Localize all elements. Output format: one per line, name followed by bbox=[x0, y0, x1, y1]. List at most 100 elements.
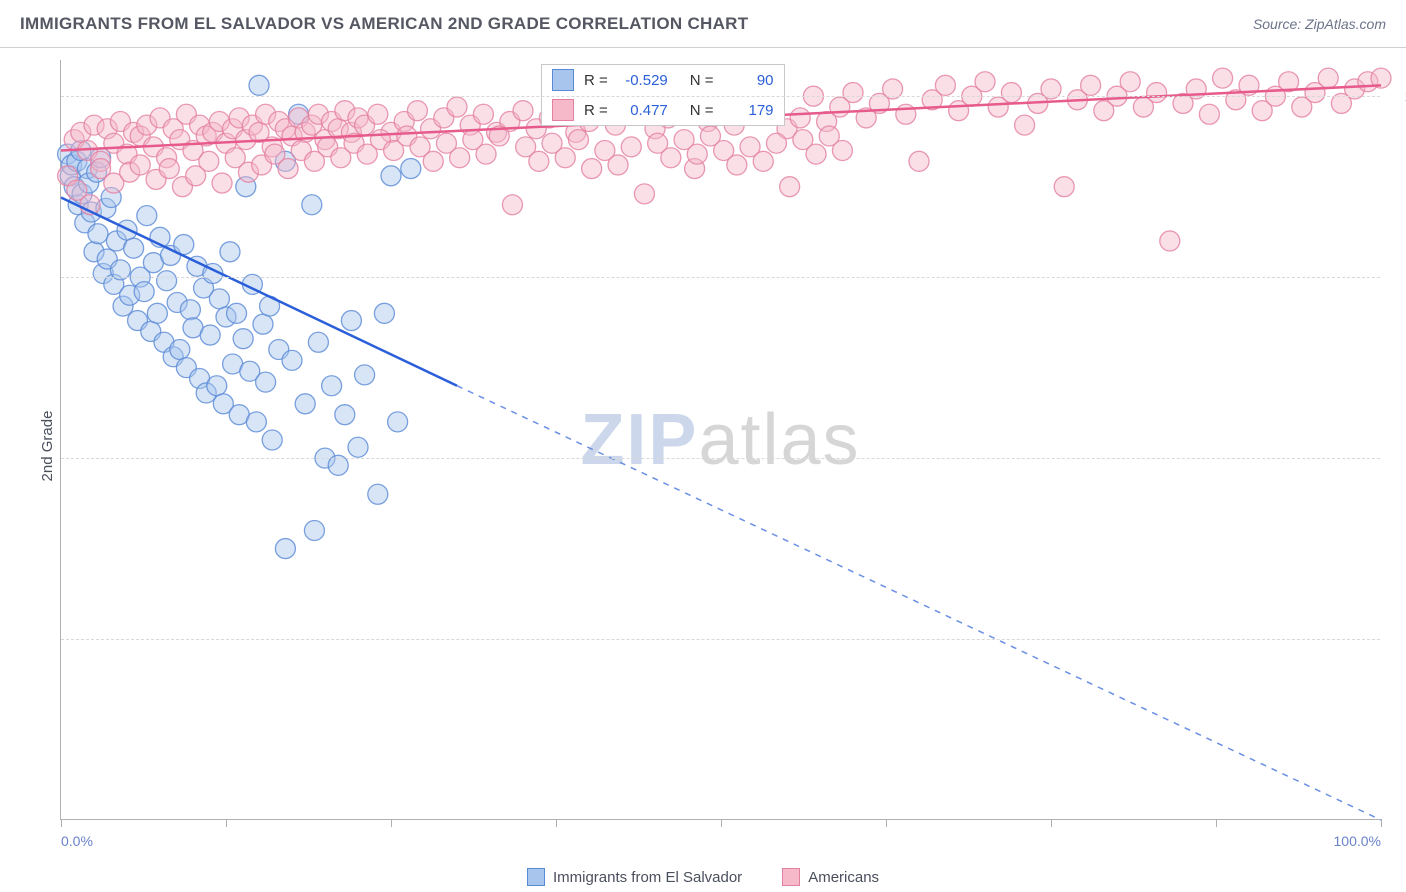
data-point bbox=[401, 159, 421, 179]
data-point bbox=[1054, 177, 1074, 197]
data-point bbox=[388, 412, 408, 432]
data-point bbox=[341, 311, 361, 331]
data-point bbox=[335, 405, 355, 425]
trend-line-dashed bbox=[457, 386, 1381, 820]
y-tick-label: 100.0% bbox=[1388, 88, 1406, 104]
stats-row: R =0.477N =179 bbox=[542, 95, 784, 125]
data-point bbox=[1199, 104, 1219, 124]
data-point bbox=[790, 108, 810, 128]
data-point bbox=[246, 412, 266, 432]
legend-swatch-icon bbox=[782, 868, 800, 886]
data-point bbox=[766, 133, 786, 153]
data-point bbox=[207, 376, 227, 396]
data-point bbox=[843, 83, 863, 103]
data-point bbox=[661, 148, 681, 168]
data-point bbox=[1160, 231, 1180, 251]
data-point bbox=[233, 329, 253, 349]
data-point bbox=[157, 271, 177, 291]
data-point bbox=[935, 75, 955, 95]
chart-source: Source: ZipAtlas.com bbox=[1253, 16, 1386, 32]
data-point bbox=[170, 340, 190, 360]
data-point bbox=[1147, 83, 1167, 103]
data-point bbox=[582, 159, 602, 179]
y-tick-label: 90.0% bbox=[1388, 450, 1406, 466]
legend-label: Immigrants from El Salvador bbox=[553, 869, 742, 886]
data-point bbox=[302, 195, 322, 215]
legend-label: Americans bbox=[808, 869, 879, 886]
data-point bbox=[304, 520, 324, 540]
legend-swatch-icon bbox=[527, 868, 545, 886]
data-point bbox=[212, 173, 232, 193]
gridline bbox=[61, 277, 1380, 278]
data-point bbox=[450, 148, 470, 168]
stats-n-label: N = bbox=[690, 72, 714, 89]
data-point bbox=[806, 144, 826, 164]
x-tick bbox=[61, 819, 62, 827]
x-tick bbox=[1051, 819, 1052, 827]
data-point bbox=[295, 394, 315, 414]
data-point bbox=[753, 151, 773, 171]
data-point bbox=[368, 484, 388, 504]
x-tick-label: 0.0% bbox=[61, 833, 93, 849]
stats-swatch-icon bbox=[552, 99, 574, 121]
data-point bbox=[282, 350, 302, 370]
data-point bbox=[1120, 72, 1140, 92]
data-point bbox=[1001, 83, 1021, 103]
gridline bbox=[61, 458, 1380, 459]
data-point bbox=[308, 332, 328, 352]
data-point bbox=[159, 159, 179, 179]
data-point bbox=[502, 195, 522, 215]
data-point bbox=[381, 166, 401, 186]
data-point bbox=[368, 104, 388, 124]
data-point bbox=[909, 151, 929, 171]
data-point bbox=[249, 75, 269, 95]
data-point bbox=[473, 104, 493, 124]
data-point bbox=[407, 101, 427, 121]
stats-r-label: R = bbox=[584, 72, 608, 89]
y-axis-label: 2nd Grade bbox=[39, 411, 56, 482]
data-point bbox=[262, 430, 282, 450]
data-point bbox=[1213, 68, 1233, 88]
chart-title: IMMIGRANTS FROM EL SALVADOR VS AMERICAN … bbox=[20, 14, 748, 34]
chart-svg bbox=[61, 60, 1381, 820]
data-point bbox=[476, 144, 496, 164]
stats-r-value: 0.477 bbox=[618, 102, 668, 119]
data-point bbox=[199, 151, 219, 171]
x-tick bbox=[556, 819, 557, 827]
data-point bbox=[256, 372, 276, 392]
data-point bbox=[137, 206, 157, 226]
x-tick-label: 100.0% bbox=[1334, 833, 1381, 849]
stats-n-label: N = bbox=[690, 102, 714, 119]
data-point bbox=[975, 72, 995, 92]
stats-n-value: 179 bbox=[724, 102, 774, 119]
data-point bbox=[227, 303, 247, 323]
plot-area: ZIPatlas R =-0.529N =90R =0.477N =179 85… bbox=[60, 60, 1380, 820]
data-point bbox=[780, 177, 800, 197]
x-tick bbox=[886, 819, 887, 827]
data-point bbox=[348, 437, 368, 457]
x-tick bbox=[1216, 819, 1217, 827]
data-point bbox=[130, 155, 150, 175]
data-point bbox=[278, 159, 298, 179]
data-point bbox=[322, 376, 342, 396]
data-point bbox=[727, 155, 747, 175]
x-tick bbox=[226, 819, 227, 827]
legend-item: Immigrants from El Salvador bbox=[527, 868, 742, 886]
legend-item: Americans bbox=[782, 868, 879, 886]
bottom-legend: Immigrants from El Salvador Americans bbox=[0, 868, 1406, 886]
data-point bbox=[88, 224, 108, 244]
data-point bbox=[832, 140, 852, 160]
chart-header: IMMIGRANTS FROM EL SALVADOR VS AMERICAN … bbox=[0, 0, 1406, 48]
data-point bbox=[447, 97, 467, 117]
data-point bbox=[423, 151, 443, 171]
stats-swatch-icon bbox=[552, 69, 574, 91]
stats-row: R =-0.529N =90 bbox=[542, 65, 784, 95]
data-point bbox=[180, 300, 200, 320]
data-point bbox=[200, 325, 220, 345]
x-tick bbox=[391, 819, 392, 827]
stats-n-value: 90 bbox=[724, 72, 774, 89]
data-point bbox=[687, 144, 707, 164]
data-point bbox=[147, 303, 167, 323]
data-point bbox=[124, 238, 144, 258]
data-point bbox=[1081, 75, 1101, 95]
